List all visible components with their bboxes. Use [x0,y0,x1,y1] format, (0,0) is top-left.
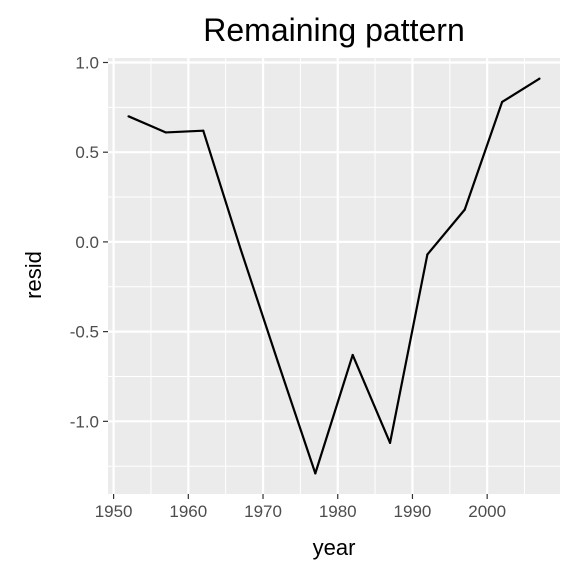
x-tick-label: 1970 [244,502,282,521]
x-axis: 1950 1960 1970 1980 1990 2000 [95,494,506,521]
y-tick-label: -1.0 [70,412,99,431]
data-point [202,129,205,132]
x-tick-label: 1950 [95,502,133,521]
x-tick-label: 2000 [468,502,506,521]
data-point [276,361,280,364]
series-line [128,77,541,475]
y-tick-label: 0.5 [75,143,99,162]
data-point [164,131,168,134]
data-point [463,208,466,211]
plot-panel [108,58,560,494]
x-axis-title: year [313,535,356,560]
minor-gridlines [108,58,560,494]
y-axis: 1.0 0.5 0.0 -0.5 -1.0 [70,53,108,431]
data-point [500,100,504,104]
data-point [239,247,242,251]
data-point [538,77,541,80]
series-layer [127,77,541,475]
data-point [388,441,392,444]
data-point [314,472,317,475]
x-tick-label: 1960 [169,502,207,521]
x-tick-label: 1990 [394,502,432,521]
y-tick-label: 0.0 [75,233,99,252]
x-tick-label: 1980 [319,502,357,521]
data-point [351,353,354,357]
data-point [426,253,429,256]
major-gridlines [108,58,560,494]
y-tick-label: 1.0 [75,53,99,72]
y-tick-label: -0.5 [70,323,99,342]
y-axis-title: resid [21,251,46,299]
chart-title: Remaining pattern [203,12,464,48]
data-point [127,115,130,118]
